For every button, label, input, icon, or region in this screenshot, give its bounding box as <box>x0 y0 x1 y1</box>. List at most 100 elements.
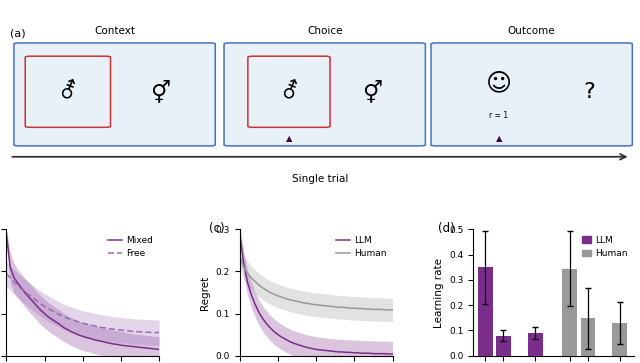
Free <box>71 319 79 323</box>
Free <box>148 330 156 335</box>
Text: ▲: ▲ <box>285 135 292 143</box>
LLM <box>282 337 289 342</box>
Human <box>385 308 392 312</box>
Mixed <box>22 291 29 295</box>
LLM <box>289 341 297 345</box>
Human <box>270 292 278 297</box>
Free <box>63 316 71 321</box>
Bar <box>496 335 511 356</box>
Text: ⚥: ⚥ <box>362 80 382 103</box>
Human <box>381 308 388 312</box>
Free <box>37 302 45 306</box>
Mixed <box>109 342 117 346</box>
Free <box>56 313 64 317</box>
Free <box>140 330 148 334</box>
Human <box>328 304 335 309</box>
Free <box>75 320 83 324</box>
Text: ⚥: ⚥ <box>150 80 170 103</box>
Free <box>49 309 56 313</box>
Human <box>355 306 362 311</box>
Bar <box>580 318 595 356</box>
Free <box>117 328 125 332</box>
Human <box>266 290 274 295</box>
Mixed <box>71 331 79 335</box>
Free <box>29 296 37 300</box>
Free <box>6 276 14 280</box>
LLM <box>366 351 374 355</box>
Mixed <box>75 333 83 337</box>
Text: r = 1: r = 1 <box>489 111 508 120</box>
Legend: Mixed, Free: Mixed, Free <box>106 234 155 260</box>
Text: Context: Context <box>94 26 135 36</box>
Mixed <box>6 265 14 269</box>
Mixed <box>121 343 129 348</box>
Human <box>240 265 248 269</box>
Human <box>305 301 312 306</box>
Mixed <box>129 344 136 348</box>
LLM <box>297 343 305 348</box>
Mixed <box>102 340 109 344</box>
Mixed <box>26 295 33 300</box>
Free <box>132 330 140 334</box>
Free <box>152 330 159 335</box>
Free <box>109 327 117 331</box>
Human <box>297 300 305 305</box>
LLM <box>381 351 388 356</box>
LLM <box>385 352 392 356</box>
Human <box>312 303 320 307</box>
Legend: LLM, Human: LLM, Human <box>580 234 629 260</box>
Mixed <box>41 311 49 316</box>
Line: Human: Human <box>240 257 392 310</box>
FancyBboxPatch shape <box>248 56 330 127</box>
Mixed <box>156 347 163 352</box>
Human <box>259 286 267 290</box>
Mixed <box>148 346 156 351</box>
Mixed <box>10 276 18 280</box>
Free <box>94 325 102 329</box>
Bar <box>563 269 577 356</box>
Mixed <box>83 335 90 340</box>
Human <box>347 306 355 310</box>
LLM <box>316 348 324 352</box>
Text: Outcome: Outcome <box>508 26 556 36</box>
LLM <box>324 348 332 353</box>
LLM <box>320 348 328 352</box>
Human <box>358 306 366 311</box>
LLM <box>236 231 244 236</box>
Free <box>41 304 49 309</box>
Mixed <box>125 344 132 348</box>
Human <box>274 294 282 298</box>
Human <box>343 306 351 310</box>
Text: ⚦: ⚦ <box>58 82 77 102</box>
Mixed <box>14 281 22 285</box>
Mixed <box>117 343 125 347</box>
Human <box>255 283 263 287</box>
LLM <box>266 326 274 330</box>
Human <box>289 298 297 303</box>
FancyBboxPatch shape <box>224 43 426 146</box>
Text: ▲: ▲ <box>495 135 502 143</box>
Free <box>98 325 106 330</box>
Mixed <box>29 299 37 304</box>
FancyBboxPatch shape <box>431 43 632 146</box>
Human <box>285 298 293 302</box>
Free <box>14 284 22 288</box>
Human <box>335 305 343 310</box>
Free <box>125 329 132 333</box>
Mixed <box>106 341 113 345</box>
Text: (a): (a) <box>10 28 25 38</box>
Mixed <box>140 346 148 350</box>
Mixed <box>33 304 41 308</box>
Human <box>236 254 244 259</box>
Free <box>60 314 67 319</box>
Free <box>33 299 41 303</box>
LLM <box>274 333 282 337</box>
Human <box>320 303 328 308</box>
LLM <box>240 261 248 265</box>
Mixed <box>144 346 152 350</box>
LLM <box>255 310 263 314</box>
Free <box>106 327 113 331</box>
Human <box>252 280 259 284</box>
LLM <box>339 350 347 354</box>
Mixed <box>3 231 10 236</box>
